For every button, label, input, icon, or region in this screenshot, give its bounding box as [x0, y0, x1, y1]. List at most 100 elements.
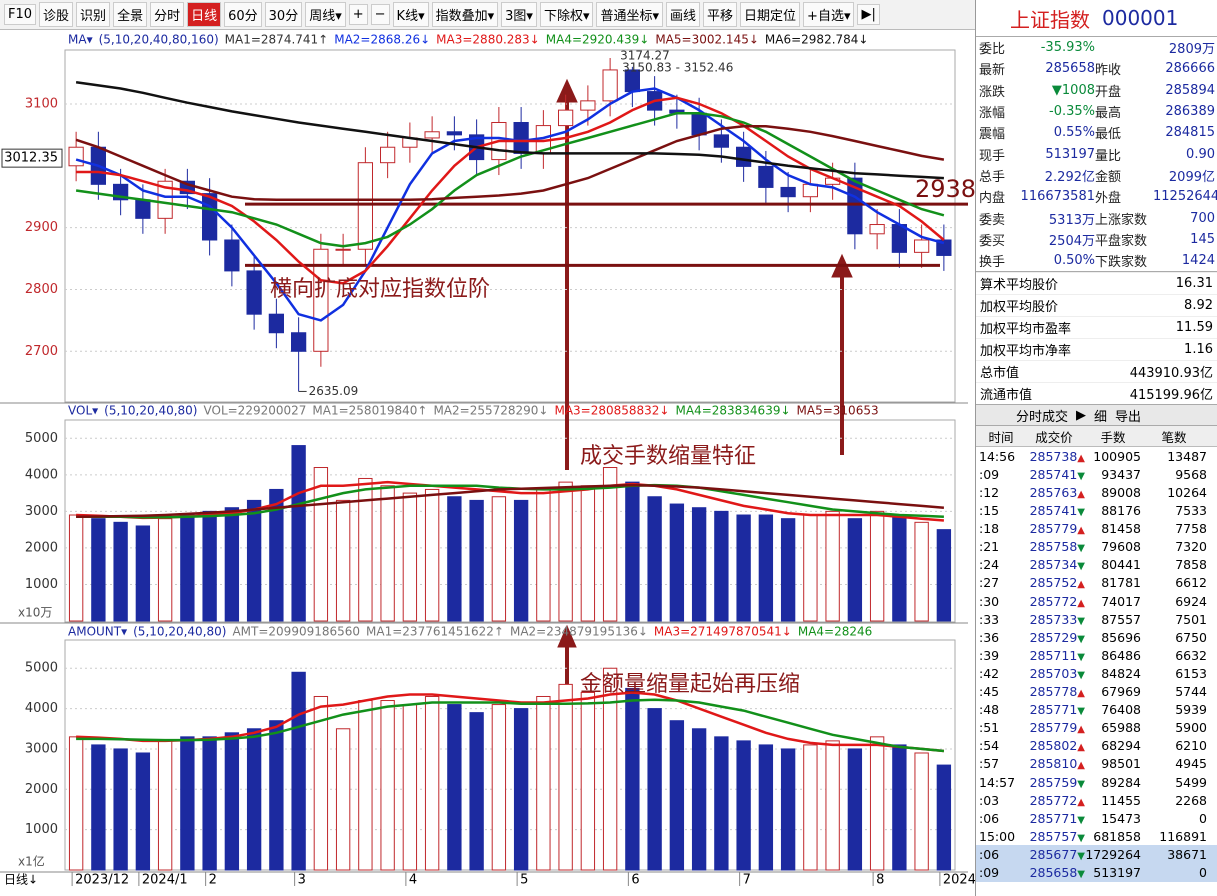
stat-label: 加权平均市净率	[980, 344, 1072, 360]
trade-count: 9568	[1175, 466, 1207, 482]
toolbar-button[interactable]: 诊股	[39, 2, 74, 27]
trade-volume: 89284	[1101, 774, 1141, 790]
bar	[558, 683, 573, 871]
candle-body	[135, 199, 151, 219]
bar	[469, 712, 484, 871]
legend-entry: MA3=280858832↓	[554, 404, 669, 418]
toolbar-button[interactable]: ▶|	[857, 4, 880, 25]
quote-label: 最新	[979, 63, 1006, 79]
quote-label: 开盘	[1095, 84, 1122, 100]
quote-value: 116673581	[1020, 189, 1095, 205]
quote-value: 2809万	[1168, 42, 1215, 58]
quote-label: 平盘家数	[1095, 233, 1148, 249]
tab[interactable]: ▶	[1076, 407, 1087, 423]
x-tick-label: 3	[298, 873, 306, 888]
legend-entry: VOL▾	[68, 404, 98, 418]
direction: ▲	[1077, 796, 1085, 808]
candle-body	[380, 146, 396, 164]
direction: ▲	[1077, 452, 1085, 464]
bar	[313, 467, 329, 622]
bar	[269, 488, 284, 622]
quote-value: 2099亿	[1168, 169, 1215, 185]
legend-entry: MA2=2868.26↓	[334, 33, 430, 47]
toolbar-button[interactable]: F10	[4, 4, 37, 25]
tab[interactable]: 导出	[1115, 409, 1142, 425]
toolbar-button[interactable]: 分时	[150, 2, 185, 27]
toolbar-button[interactable]: 日期定位	[740, 2, 801, 27]
bar	[68, 514, 84, 622]
trade-price: 285757▼	[1023, 829, 1085, 844]
x-tick-label: 7	[743, 873, 751, 888]
trade-price: 285779▲	[1023, 720, 1085, 735]
trade-price: 285802▲	[1023, 738, 1085, 753]
trade-price: 285738▲	[1023, 449, 1085, 464]
price: 285733	[1029, 611, 1078, 627]
toolbar-button[interactable]: 平移	[703, 2, 738, 27]
quote-value: -35.93%	[1040, 40, 1095, 56]
price: 285759	[1029, 774, 1078, 790]
toolbar-button[interactable]: −	[370, 4, 390, 25]
trade-price: 285778▲	[1023, 684, 1085, 699]
bar	[625, 687, 640, 871]
price-frame	[64, 49, 956, 403]
trade-count: 7858	[1175, 557, 1207, 573]
quote-row: 委卖 5313万 上涨家数 700	[976, 207, 1217, 228]
price: 285763	[1029, 485, 1078, 500]
ma-line	[76, 483, 945, 519]
direction: ▲	[1077, 742, 1085, 754]
price: 285810	[1029, 756, 1078, 772]
toolbar-button[interactable]: 日线	[187, 2, 222, 27]
trade-time: :06	[979, 846, 1000, 862]
bar	[335, 499, 351, 622]
trade-row: :09 285658▼ 513197 0	[976, 863, 1217, 882]
stat-row: 流通市值 415199.96亿	[976, 382, 1217, 404]
bar	[602, 467, 618, 622]
trade-time: 14:57	[979, 774, 1016, 790]
toolbar-button[interactable]: +	[348, 4, 368, 25]
trade-row: :09 285741▼ 93437 9568	[976, 465, 1217, 483]
bar	[647, 708, 662, 871]
stat-label: 算术平均股价	[980, 278, 1059, 294]
candle-body	[313, 248, 329, 352]
price: 285779	[1029, 720, 1078, 736]
stat-value: 16.31	[1175, 276, 1213, 292]
toolbar-button[interactable]: 全景	[113, 2, 148, 27]
stat-row: 加权平均市净率 1.16	[976, 338, 1217, 360]
x-tick-label: 8	[876, 873, 884, 888]
trade-count: 6153	[1175, 665, 1207, 681]
chart-area: 日线↓ 2700 2800 2900 3100 MA▾ (5,10,20,40,80,16…	[0, 33, 975, 888]
toolbar-button[interactable]: 下除权▾	[539, 2, 594, 27]
bar	[691, 507, 707, 622]
toolbar-button[interactable]: 画线	[666, 2, 701, 27]
volume-frame	[64, 419, 956, 623]
bar	[558, 481, 573, 622]
toolbar-button[interactable]: 60分	[224, 2, 262, 27]
trade-volume: 68294	[1101, 738, 1141, 754]
toolbar-button[interactable]: 普通坐标▾	[596, 2, 663, 27]
trade-price: 285771▼	[1023, 702, 1085, 717]
legend-entry: MA4=28246	[798, 625, 872, 639]
toolbar-button[interactable]: 识别	[76, 2, 111, 27]
trade-row: :15 285741▼ 88176 7533	[976, 502, 1217, 520]
bar	[224, 507, 240, 622]
x-tick-label: 2024/08/2	[943, 873, 975, 888]
trade-price: 285677▼	[1023, 847, 1085, 862]
legend-entry: MA3=271497870541↓	[654, 625, 792, 639]
tab[interactable]: 细	[1094, 409, 1108, 425]
trade-row: :24 285734▼ 80441 7858	[976, 556, 1217, 574]
tab[interactable]: 分时成交	[1016, 409, 1069, 425]
direction: ▼	[1077, 543, 1085, 555]
quote-value: 112526446	[1153, 189, 1217, 205]
toolbar-button[interactable]: +自选▾	[803, 2, 855, 27]
trade-volume: 513197	[1093, 864, 1141, 880]
ma-line	[76, 480, 945, 522]
toolbar-button[interactable]: K线▾	[392, 2, 429, 27]
toolbar-button[interactable]: 30分	[264, 2, 303, 27]
toolbar-button[interactable]: 3图▾	[501, 2, 537, 27]
cursor-value: 3012.35	[4, 151, 58, 166]
quote-label: 下跌家数	[1095, 255, 1148, 271]
toolbar-button[interactable]: 周线▾	[305, 2, 346, 27]
trade-volume: 98501	[1101, 756, 1141, 772]
toolbar-button[interactable]: 指数叠加▾	[431, 2, 499, 27]
candle-body	[758, 165, 774, 188]
